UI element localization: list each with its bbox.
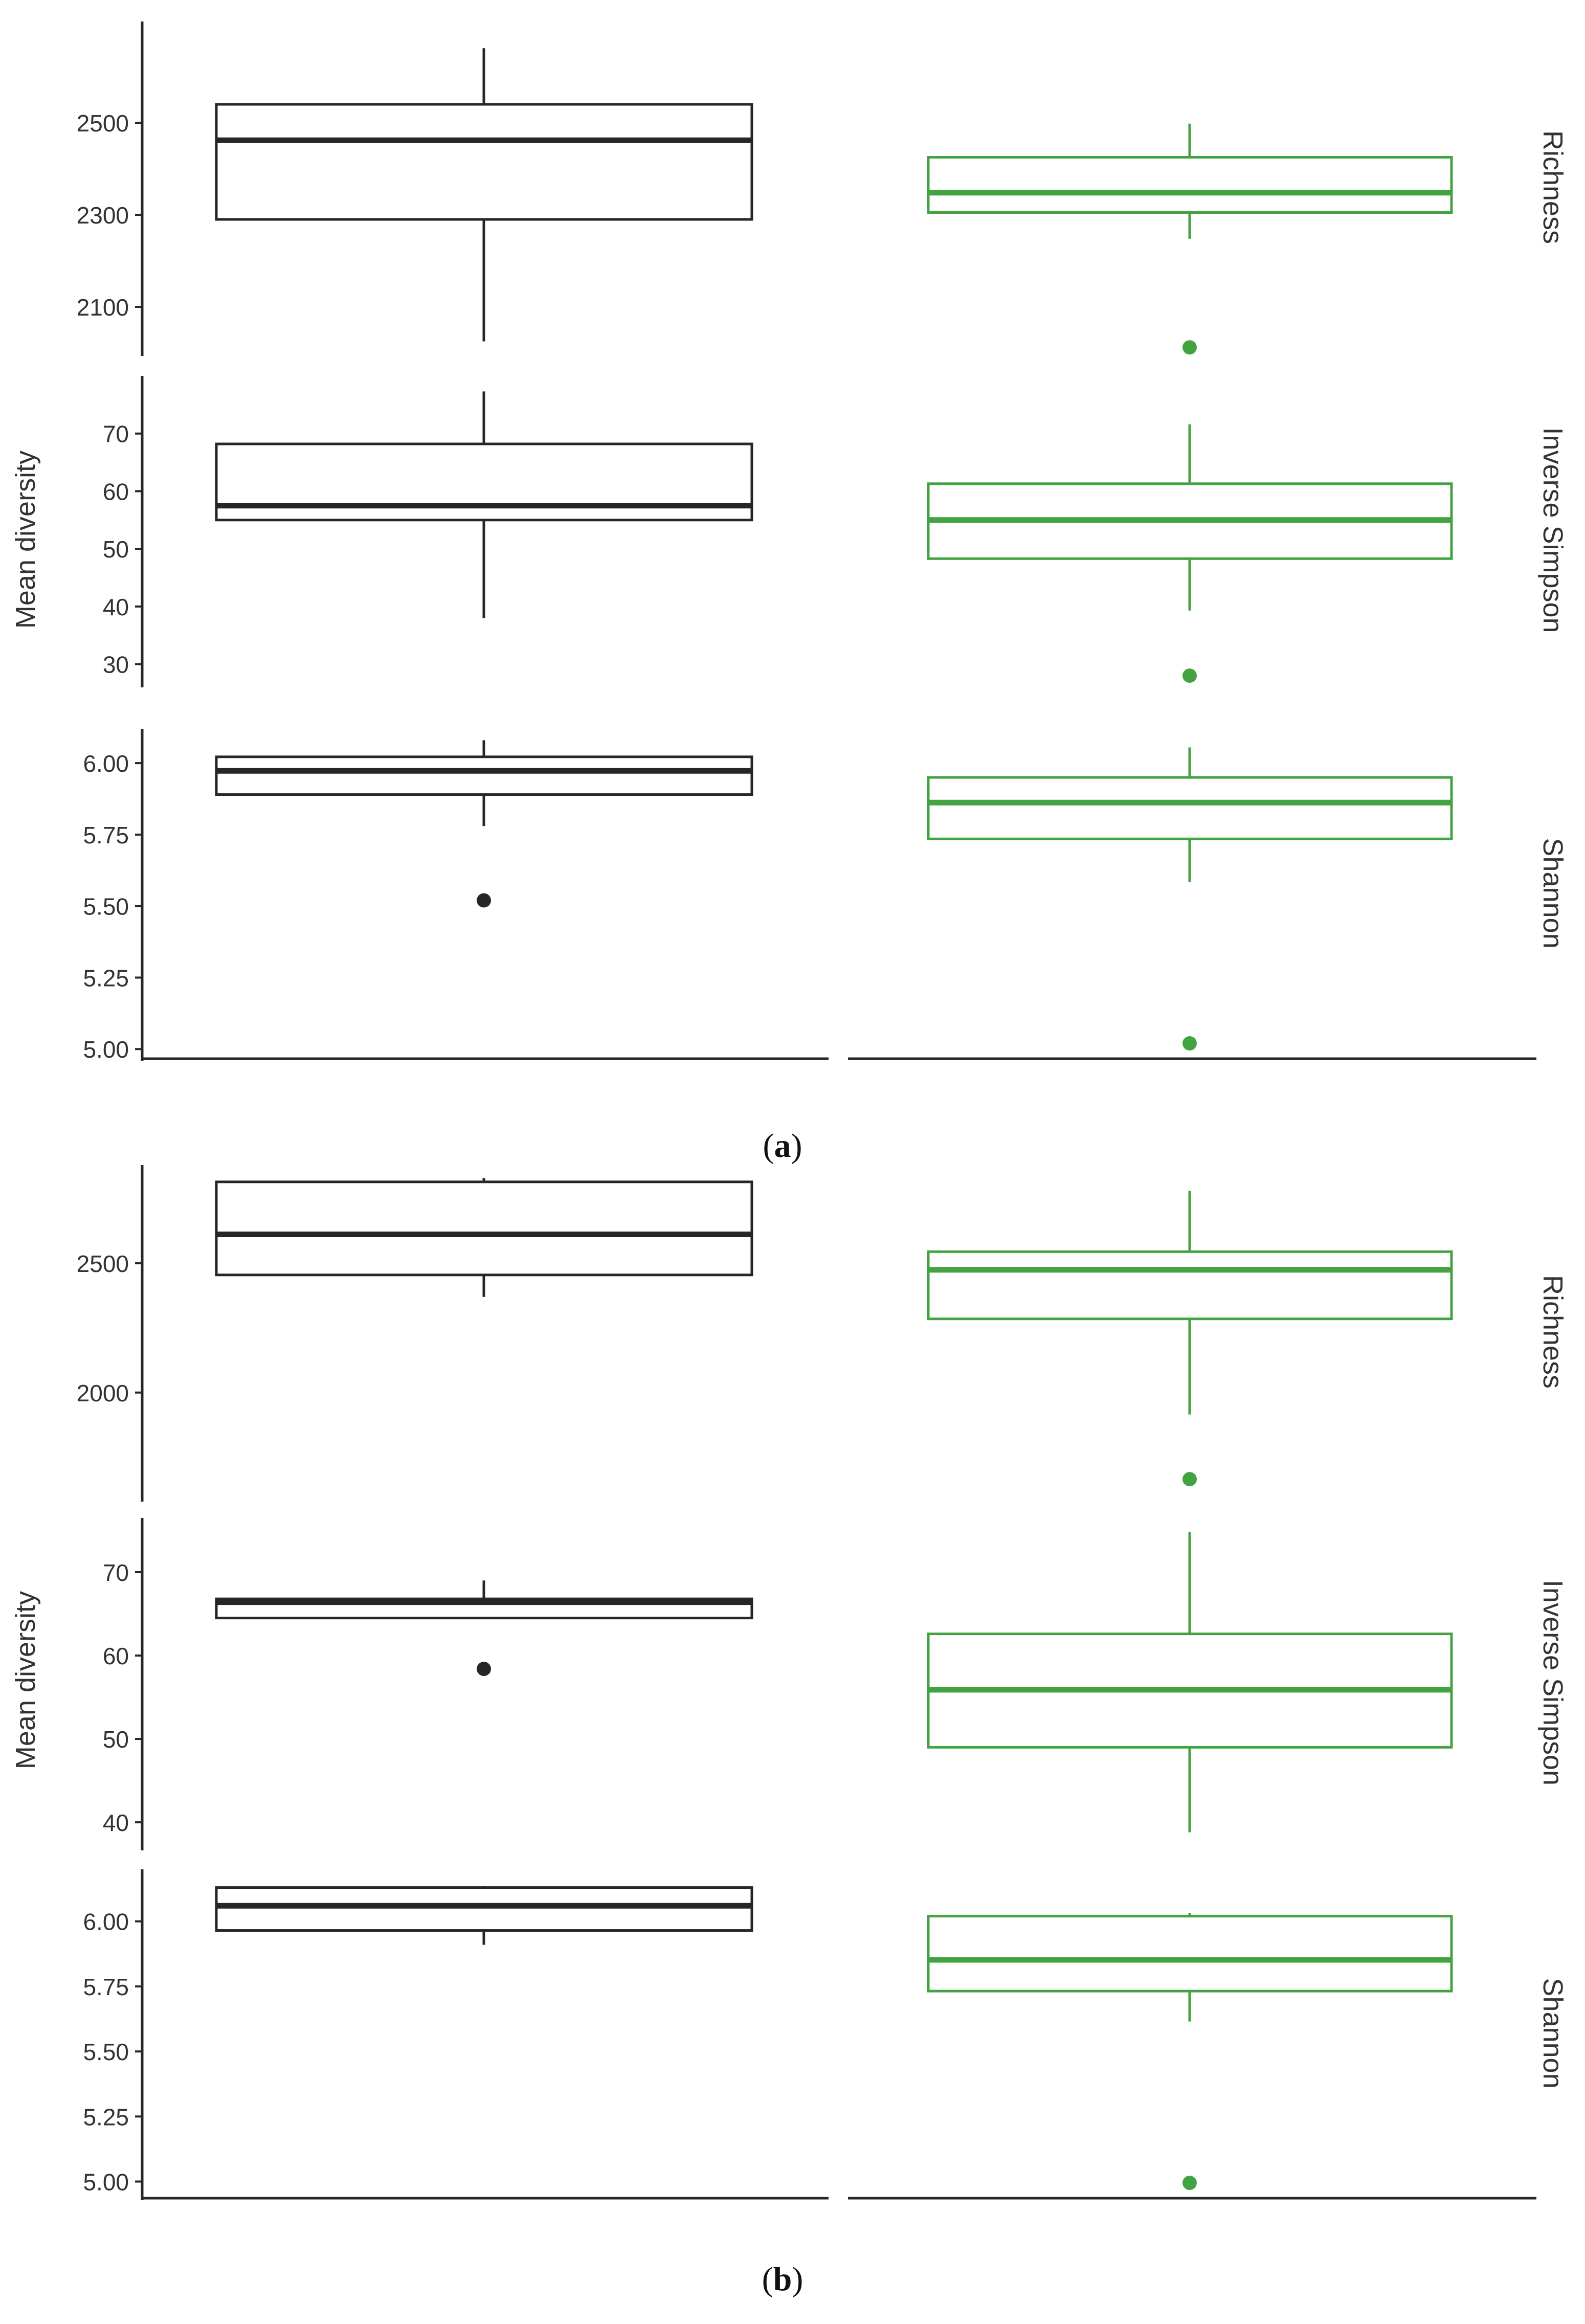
facet-strip-label: Shannon [1537, 838, 1568, 948]
box-iqr [215, 1180, 753, 1277]
facet-inverse-simpson: 40 50 60 70 Inverse Simpson [103, 1518, 1568, 1850]
y-tick-label: 5.75 [83, 1974, 129, 2000]
facet-inverse-simpson: 30 40 50 60 70 Inverse Simpson [103, 376, 1568, 687]
y-tick-label: 2100 [77, 294, 129, 321]
outlier-point [1182, 668, 1197, 683]
box-group1 [215, 1178, 753, 1297]
box-group2 [927, 1191, 1453, 1487]
facet-shannon: 5.00 5.25 5.50 5.75 6.00 Shannon [83, 729, 1568, 1063]
facet-strip-label: Shannon [1537, 1978, 1568, 2088]
box-iqr [927, 1915, 1453, 1993]
facet-richness: 2100 2300 2500 Richness [77, 21, 1568, 356]
y-tick-label: 40 [103, 594, 129, 620]
y-tick-label: 5.50 [83, 893, 129, 920]
y-axis-title: Mean diversity [10, 1591, 41, 1769]
y-tick-label: 2500 [77, 110, 129, 137]
facet-strip-label: Richness [1537, 130, 1568, 244]
y-tick-label: 5.50 [83, 2039, 129, 2065]
y-tick-label: 5.25 [83, 965, 129, 991]
y-tick-label: 50 [103, 536, 129, 563]
caption-letter: a [774, 1127, 791, 1165]
panel-caption: (a) [763, 1127, 802, 1165]
y-tick-label: 50 [103, 1726, 129, 1753]
y-tick-label: 60 [103, 1643, 129, 1669]
y-tick-label: 60 [103, 478, 129, 505]
y-tick-label: 5.00 [83, 1036, 129, 1063]
y-tick-label: 70 [103, 1559, 129, 1586]
y-tick-label: 40 [103, 1809, 129, 1836]
box-group1 [215, 1886, 753, 1945]
box-iqr [215, 1886, 753, 1932]
box-iqr [215, 103, 753, 221]
facet-strip-label: Inverse Simpson [1537, 1580, 1568, 1785]
y-tick-label: 2000 [77, 1380, 129, 1406]
chart-panel-b: Mean diversity 2000 2500 Richness 40 50 60 70 In… [10, 1165, 1568, 2298]
outlier-point [477, 893, 491, 908]
y-tick-label: 30 [103, 652, 129, 678]
y-tick-label: 2300 [77, 202, 129, 229]
y-tick-label: 6.00 [83, 1909, 129, 1935]
y-axis-title: Mean diversity [10, 451, 41, 629]
box-group1 [215, 391, 753, 618]
outlier-point [1182, 1472, 1197, 1487]
outlier-point [1182, 1036, 1197, 1051]
box-iqr [927, 156, 1453, 214]
box-iqr [927, 776, 1453, 840]
outlier-point [477, 1662, 491, 1677]
caption-letter: b [773, 2261, 792, 2298]
box-group2 [927, 1912, 1453, 2191]
facet-strip-label: Inverse Simpson [1537, 427, 1568, 633]
y-tick-label: 70 [103, 421, 129, 448]
y-tick-label: 5.25 [83, 2104, 129, 2130]
box-group2 [927, 424, 1453, 683]
panel-caption: (b) [762, 2261, 803, 2298]
caption-paren-close: ) [791, 1127, 802, 1165]
y-tick-label: 5.75 [83, 822, 129, 848]
box-iqr [215, 755, 753, 796]
outlier-point [1182, 340, 1197, 355]
box-group1 [215, 740, 753, 908]
caption-paren-close: ) [792, 2261, 803, 2298]
box-group2 [927, 747, 1453, 1051]
caption-paren-open: ( [763, 1127, 774, 1165]
y-tick-label: 2500 [77, 1250, 129, 1277]
box-group2 [927, 1532, 1453, 1833]
box-group1 [215, 48, 753, 342]
chart-panel-a: Mean diversity 2100 2300 2500 Richness 30 40 50… [10, 21, 1568, 1165]
facet-richness: 2000 2500 Richness [77, 1165, 1568, 1502]
box-group2 [927, 123, 1453, 355]
facet-shannon: 5.00 5.25 5.50 5.75 6.00 Shannon [83, 1869, 1568, 2200]
box-group1 [215, 1580, 753, 1677]
y-tick-label: 6.00 [83, 750, 129, 777]
outlier-point [1182, 2176, 1197, 2191]
y-tick-label: 5.00 [83, 2169, 129, 2195]
box-iqr [215, 442, 753, 522]
box-iqr [927, 1250, 1453, 1321]
caption-paren-open: ( [762, 2261, 773, 2298]
facet-strip-label: Richness [1537, 1275, 1568, 1389]
